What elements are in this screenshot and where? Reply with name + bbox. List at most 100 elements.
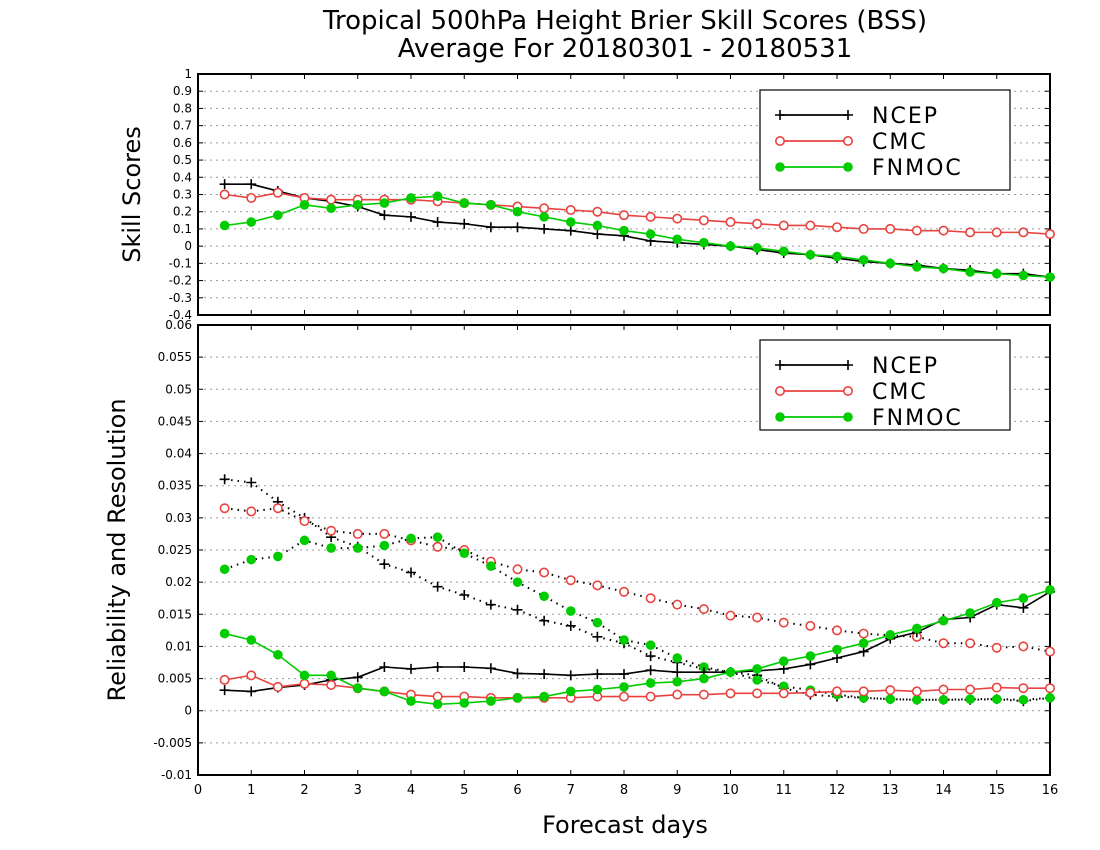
data-point xyxy=(672,234,683,245)
data-point xyxy=(486,200,496,210)
data-point xyxy=(672,689,683,700)
legend-label: FNMOC xyxy=(872,156,963,181)
data-point xyxy=(326,543,336,553)
data-point xyxy=(406,663,416,674)
data-point xyxy=(778,246,789,257)
x-tick-label: 12 xyxy=(829,783,846,798)
data-point xyxy=(432,217,443,228)
y-tick-label: 0.5 xyxy=(173,153,192,167)
legend-item-ncep: NCEP xyxy=(775,354,939,379)
data-point xyxy=(565,217,576,227)
data-point xyxy=(565,606,576,616)
series-ncep-solid xyxy=(219,586,1055,697)
legend-label: CMC xyxy=(872,130,928,155)
data-point xyxy=(645,691,656,702)
y-tick-label: -0.01 xyxy=(161,768,192,782)
data-point xyxy=(459,198,470,208)
data-point xyxy=(459,590,470,600)
legend-label: FNMOC xyxy=(872,406,963,431)
data-point xyxy=(486,696,496,706)
y-tick-label: 0.02 xyxy=(165,575,192,589)
y-tick-label: 0.7 xyxy=(173,119,192,133)
data-point xyxy=(619,225,629,236)
data-point xyxy=(219,628,230,639)
y-tick-label: 0.1 xyxy=(173,222,192,236)
data-point xyxy=(1018,602,1029,613)
data-point xyxy=(805,687,816,698)
data-point xyxy=(219,220,230,231)
data-point xyxy=(831,625,842,636)
data-point xyxy=(858,223,869,234)
data-point xyxy=(1045,683,1056,694)
data-point xyxy=(272,187,283,198)
data-point xyxy=(912,623,922,634)
y-tick-label: 0.05 xyxy=(165,382,192,396)
data-point xyxy=(539,591,549,602)
data-point xyxy=(592,617,603,628)
y-tick-label: 0.005 xyxy=(158,672,192,686)
data-point xyxy=(885,630,896,640)
data-point xyxy=(246,554,257,565)
data-point xyxy=(645,651,656,662)
data-point xyxy=(246,192,257,203)
data-point xyxy=(539,212,549,222)
data-point xyxy=(512,604,523,615)
x-tick-label: 3 xyxy=(354,783,362,798)
y-tick-label: 0.9 xyxy=(173,84,192,98)
x-tick-label: 15 xyxy=(988,783,1005,798)
data-point xyxy=(911,225,922,236)
data-point xyxy=(912,262,922,272)
data-point xyxy=(645,593,656,604)
legend-marker xyxy=(843,162,853,172)
data-point xyxy=(219,685,230,696)
data-point xyxy=(965,694,975,704)
panel-2: -0.01 -0.005 0 0.005 0.01 0.015 0.02 0.025 0.03 0… xyxy=(103,318,1058,798)
data-point xyxy=(352,200,363,210)
data-point xyxy=(991,694,1002,704)
data-point xyxy=(512,668,523,679)
y-axis-label: Skill Scores xyxy=(118,126,146,263)
data-point xyxy=(539,669,550,680)
y-tick-label: 0.3 xyxy=(173,188,192,202)
x-tick-label: 10 xyxy=(722,783,739,798)
data-point xyxy=(352,543,363,553)
legend-label: NCEP xyxy=(872,354,939,379)
y-tick-label: -0.2 xyxy=(169,274,192,288)
series-fnmoc-solid xyxy=(219,585,1055,710)
data-point xyxy=(672,676,683,687)
data-point xyxy=(565,620,576,631)
chart-title-line2: Average For 20180301 - 20180531 xyxy=(398,34,853,64)
data-point xyxy=(1018,694,1029,705)
legend-marker xyxy=(774,385,785,396)
data-point xyxy=(618,586,629,597)
y-tick-label: 0.01 xyxy=(165,639,192,653)
data-point xyxy=(938,638,949,649)
data-point xyxy=(991,227,1002,238)
data-point xyxy=(512,693,523,703)
legend-item-fnmoc: FNMOC xyxy=(775,156,963,181)
data-point xyxy=(645,665,656,676)
y-tick-label: -0.4 xyxy=(169,308,192,322)
data-point xyxy=(1045,272,1055,282)
y-tick-label: 0.04 xyxy=(165,447,192,461)
data-point xyxy=(832,644,842,655)
data-point xyxy=(1018,593,1029,604)
data-point xyxy=(698,604,709,615)
series-fnmoc-solid xyxy=(219,191,1055,282)
data-point xyxy=(273,551,283,562)
data-point xyxy=(512,206,523,217)
data-point xyxy=(725,610,736,621)
data-point xyxy=(326,525,337,536)
data-point xyxy=(432,191,443,202)
data-point xyxy=(752,612,763,623)
data-point xyxy=(752,675,762,685)
data-point xyxy=(645,640,656,650)
data-point xyxy=(778,220,789,231)
data-point xyxy=(885,258,896,269)
data-point xyxy=(299,200,310,210)
data-point xyxy=(991,268,1002,279)
data-point xyxy=(246,477,257,488)
data-point xyxy=(432,541,443,552)
data-point xyxy=(432,662,443,672)
x-tick-label: 14 xyxy=(935,783,952,798)
